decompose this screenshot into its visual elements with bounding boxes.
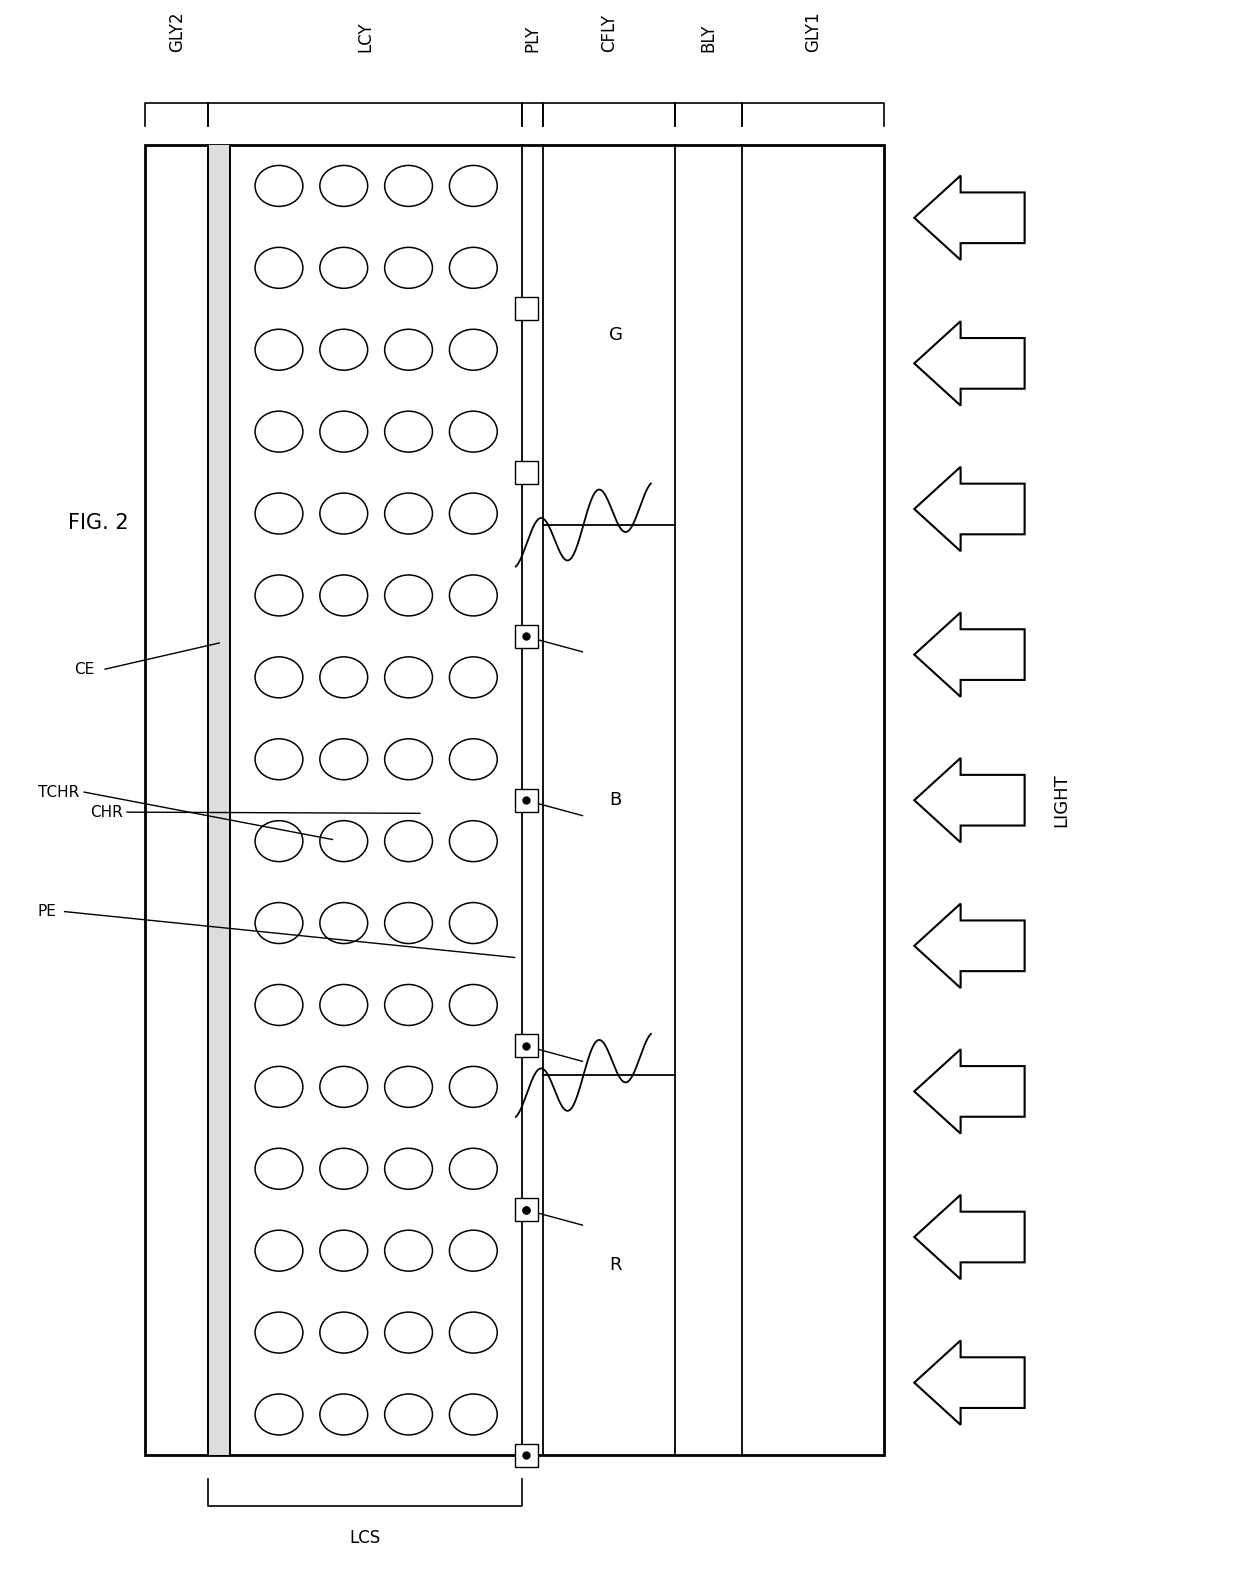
Ellipse shape bbox=[449, 1067, 497, 1108]
Ellipse shape bbox=[320, 412, 368, 453]
Bar bbox=[515, 297, 538, 320]
Text: GLY2: GLY2 bbox=[167, 13, 186, 52]
Polygon shape bbox=[914, 322, 1024, 406]
Ellipse shape bbox=[255, 412, 303, 453]
Ellipse shape bbox=[255, 248, 303, 289]
Ellipse shape bbox=[449, 1393, 497, 1434]
Bar bbox=[515, 625, 538, 649]
Ellipse shape bbox=[449, 166, 497, 207]
Polygon shape bbox=[914, 1195, 1024, 1280]
Text: BLY: BLY bbox=[699, 24, 718, 52]
Ellipse shape bbox=[384, 1231, 433, 1272]
Ellipse shape bbox=[320, 1231, 368, 1272]
Text: CFLY: CFLY bbox=[600, 14, 618, 52]
Ellipse shape bbox=[384, 574, 433, 615]
Ellipse shape bbox=[384, 1149, 433, 1190]
Ellipse shape bbox=[449, 821, 497, 862]
Text: TCHR: TCHR bbox=[37, 784, 79, 800]
Ellipse shape bbox=[384, 330, 433, 371]
Text: LIGHT: LIGHT bbox=[1053, 773, 1070, 827]
Ellipse shape bbox=[449, 903, 497, 944]
Text: PE: PE bbox=[37, 904, 57, 918]
Ellipse shape bbox=[449, 1149, 497, 1190]
Bar bbox=[208, 145, 231, 1455]
Text: PLY: PLY bbox=[523, 25, 542, 52]
Ellipse shape bbox=[255, 739, 303, 780]
Ellipse shape bbox=[255, 574, 303, 615]
Ellipse shape bbox=[255, 985, 303, 1026]
Text: R: R bbox=[609, 1256, 622, 1275]
Ellipse shape bbox=[255, 903, 303, 944]
Text: GLY1: GLY1 bbox=[804, 13, 822, 52]
Ellipse shape bbox=[449, 330, 497, 371]
Ellipse shape bbox=[449, 492, 497, 533]
Ellipse shape bbox=[320, 739, 368, 780]
Ellipse shape bbox=[255, 166, 303, 207]
Ellipse shape bbox=[320, 656, 368, 697]
Ellipse shape bbox=[384, 412, 433, 453]
Polygon shape bbox=[914, 612, 1024, 697]
Ellipse shape bbox=[255, 656, 303, 697]
Bar bbox=[515, 789, 538, 811]
Ellipse shape bbox=[255, 1311, 303, 1352]
Ellipse shape bbox=[384, 1393, 433, 1434]
Ellipse shape bbox=[449, 985, 497, 1026]
Ellipse shape bbox=[320, 248, 368, 289]
Ellipse shape bbox=[384, 903, 433, 944]
Bar bbox=[515, 1035, 538, 1057]
Text: LCY: LCY bbox=[356, 22, 374, 52]
Ellipse shape bbox=[255, 492, 303, 533]
Polygon shape bbox=[914, 467, 1024, 551]
Ellipse shape bbox=[320, 903, 368, 944]
Ellipse shape bbox=[449, 739, 497, 780]
Ellipse shape bbox=[384, 1311, 433, 1352]
Ellipse shape bbox=[384, 985, 433, 1026]
Ellipse shape bbox=[449, 1311, 497, 1352]
Ellipse shape bbox=[449, 412, 497, 453]
Ellipse shape bbox=[449, 574, 497, 615]
Ellipse shape bbox=[255, 1149, 303, 1190]
Polygon shape bbox=[914, 175, 1024, 260]
Bar bbox=[515, 1198, 538, 1221]
Text: CE: CE bbox=[74, 661, 94, 677]
Ellipse shape bbox=[255, 1393, 303, 1434]
Ellipse shape bbox=[384, 166, 433, 207]
Ellipse shape bbox=[255, 1067, 303, 1108]
Ellipse shape bbox=[320, 492, 368, 533]
Text: G: G bbox=[609, 327, 622, 344]
Bar bbox=[515, 1444, 538, 1468]
Ellipse shape bbox=[320, 821, 368, 862]
Ellipse shape bbox=[384, 739, 433, 780]
Bar bbox=[145, 145, 884, 1455]
Ellipse shape bbox=[255, 330, 303, 371]
Polygon shape bbox=[914, 1340, 1024, 1425]
Polygon shape bbox=[914, 904, 1024, 988]
Text: B: B bbox=[610, 791, 621, 810]
Ellipse shape bbox=[384, 248, 433, 289]
Ellipse shape bbox=[384, 1067, 433, 1108]
Ellipse shape bbox=[384, 492, 433, 533]
Ellipse shape bbox=[320, 1149, 368, 1190]
Text: FIG. 2: FIG. 2 bbox=[68, 513, 129, 533]
Ellipse shape bbox=[320, 1067, 368, 1108]
Ellipse shape bbox=[449, 248, 497, 289]
Ellipse shape bbox=[255, 1231, 303, 1272]
Ellipse shape bbox=[449, 1231, 497, 1272]
Polygon shape bbox=[914, 1049, 1024, 1133]
Ellipse shape bbox=[320, 985, 368, 1026]
Ellipse shape bbox=[449, 656, 497, 697]
Ellipse shape bbox=[320, 166, 368, 207]
Text: LCS: LCS bbox=[350, 1529, 381, 1548]
Ellipse shape bbox=[255, 821, 303, 862]
Text: CHR: CHR bbox=[91, 805, 123, 819]
Ellipse shape bbox=[384, 821, 433, 862]
Ellipse shape bbox=[320, 1393, 368, 1434]
Ellipse shape bbox=[384, 656, 433, 697]
Ellipse shape bbox=[320, 1311, 368, 1352]
Polygon shape bbox=[914, 757, 1024, 843]
Ellipse shape bbox=[320, 574, 368, 615]
Ellipse shape bbox=[320, 330, 368, 371]
Bar bbox=[515, 461, 538, 484]
